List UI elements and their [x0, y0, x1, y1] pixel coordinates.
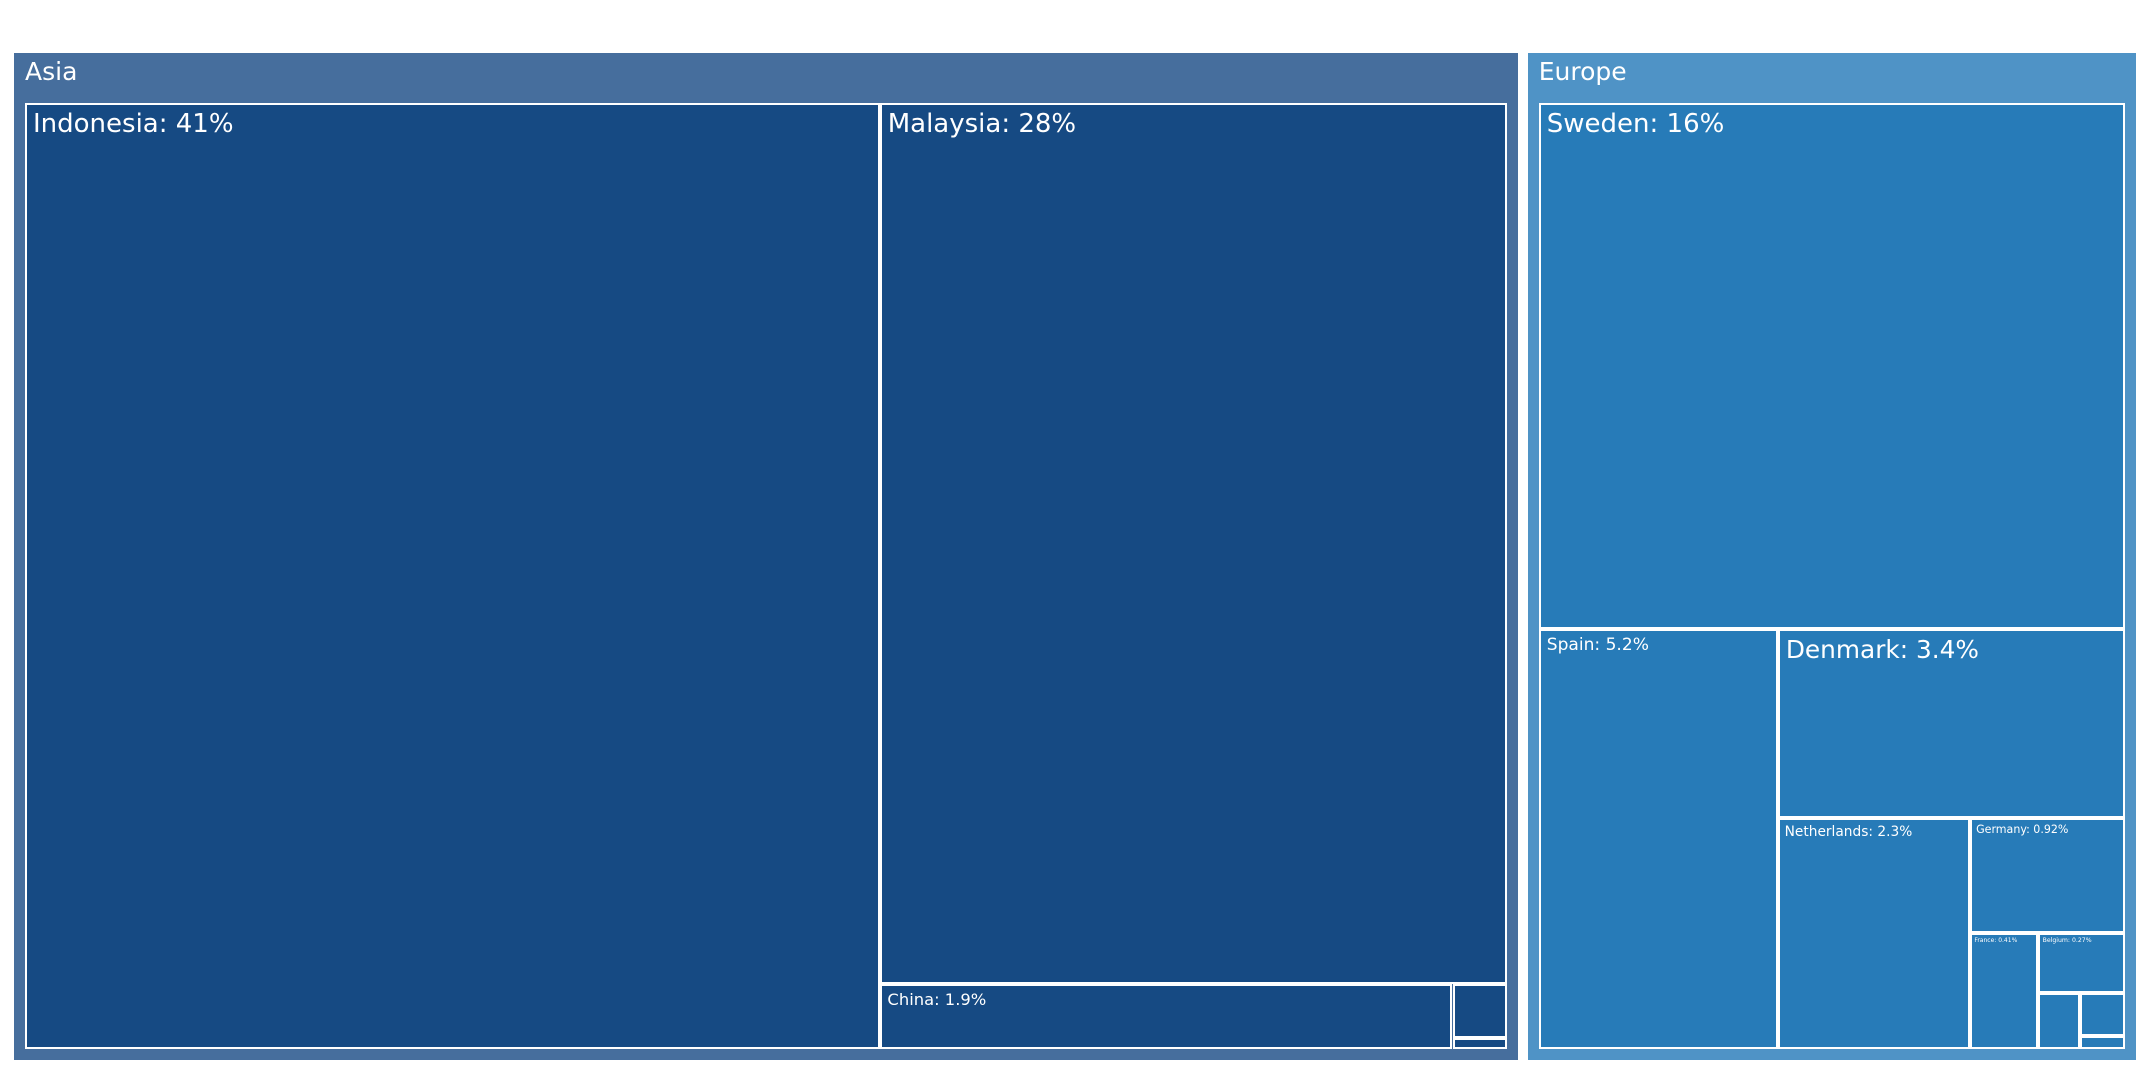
cell-label-malaysia: Malaysia: 28%: [887, 109, 1077, 139]
group-europe: Europe Sweden: 16% Spain: 5.2% Denmark: 3.4…: [1527, 53, 2136, 1060]
cell-label-spain: Spain: 5.2%: [1546, 635, 1649, 656]
treemap-cell-china: China: 1.9%: [879, 983, 1453, 1049]
treemap-cell-indonesia: Indonesia: 41%: [25, 103, 880, 1049]
treemap-cell-netherlands: Netherlands: 2.3%: [1777, 818, 1971, 1049]
cell-label-france: France: 0.41%: [1974, 936, 2018, 944]
cell-label-belgium: Belgium: 0.27%: [2042, 936, 2092, 944]
treemap-cell-asia-item-4: [1452, 1038, 1507, 1049]
treemap-cell-europe-item-8: [2080, 993, 2125, 1037]
treemap-cell-spain: Spain: 5.2%: [1538, 629, 1778, 1049]
treemap-cell-europe-item-7: [2038, 993, 2080, 1049]
cell-label-netherlands: Netherlands: 2.3%: [1784, 823, 1913, 840]
treemap-cell-germany: Germany: 0.92%: [1970, 818, 2125, 934]
treemap-cell-sweden: Sweden: 16%: [1538, 103, 2125, 630]
treemap-cell-asia-item-3: [1452, 983, 1507, 1039]
group-asia: Asia Indonesia: 41% Malaysia: 28% China: 1.…: [14, 53, 1518, 1060]
treemap-cell-belgium: Belgium: 0.27%: [2038, 933, 2125, 994]
cell-label-denmark: Denmark: 3.4%: [1785, 635, 1979, 665]
treemap-cell-france: France: 0.41%: [1970, 933, 2039, 1049]
treemap-cell-europe-item-9: [2080, 1036, 2125, 1049]
cell-label-germany: Germany: 0.92%: [1976, 823, 2069, 837]
treemap-cell-malaysia: Malaysia: 28%: [879, 103, 1507, 984]
cell-label-china: China: 1.9%: [887, 989, 987, 1009]
group-label-europe: Europe: [1538, 57, 1627, 86]
group-label-asia: Asia: [25, 57, 78, 86]
cell-label-sweden: Sweden: 16%: [1546, 109, 1725, 139]
treemap-cell-denmark: Denmark: 3.4%: [1777, 629, 2125, 819]
cell-label-indonesia: Indonesia: 41%: [33, 109, 234, 139]
